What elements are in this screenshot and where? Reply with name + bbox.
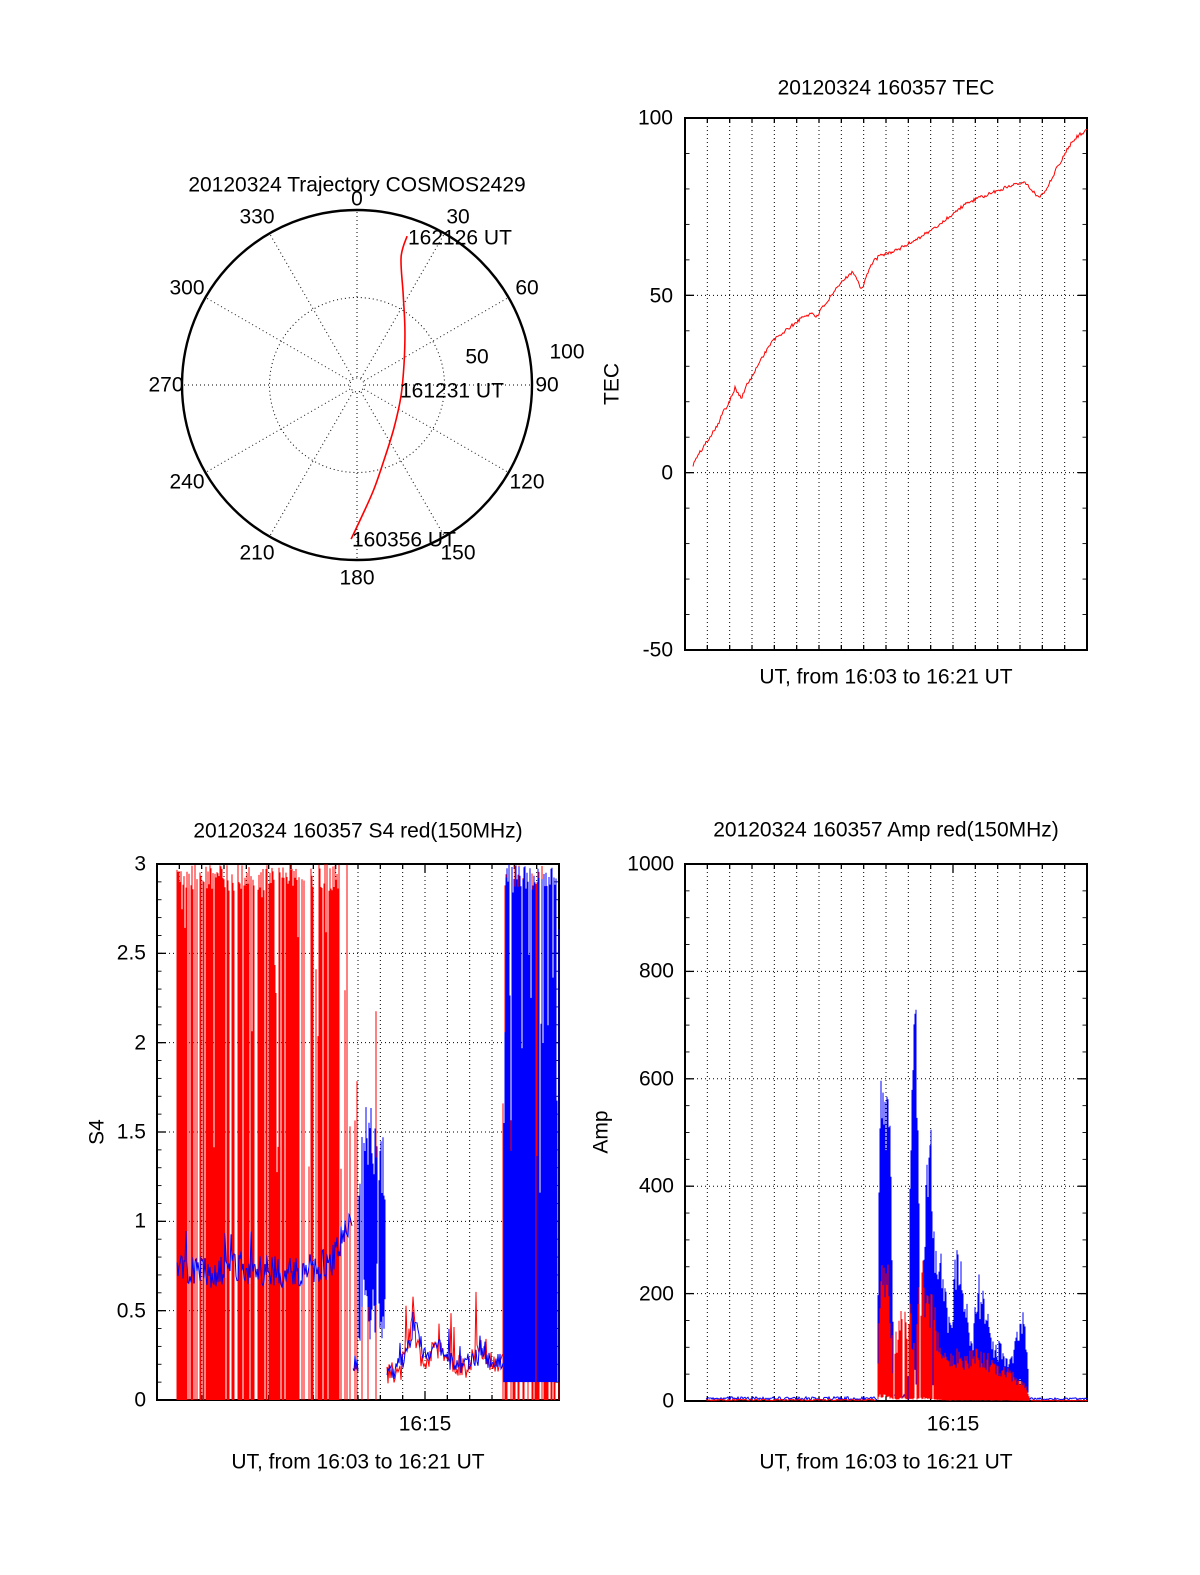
amp-ylabel: Amp — [589, 1110, 613, 1154]
amp-ytick-0: 0 — [662, 1389, 674, 1413]
trajectory-annotation-end: 162126 UT — [408, 226, 512, 250]
azimuth-tick-210: 210 — [239, 541, 275, 565]
azimuth-tick-0: 0 — [351, 187, 363, 211]
s4-title: 20120324 160357 S4 red(150MHz) — [193, 819, 523, 843]
azimuth-tick-60: 60 — [515, 276, 539, 300]
amp-ytick-200: 200 — [638, 1282, 674, 1306]
s4-ylabel: S4 — [85, 1119, 109, 1145]
s4-ytick-2: 2 — [134, 1031, 146, 1055]
s4-ytick-3: 3 — [134, 852, 146, 876]
tec-ytick-50: 50 — [649, 284, 673, 308]
azimuth-tick-180: 180 — [339, 566, 375, 590]
azimuth-tick-330: 330 — [239, 205, 275, 229]
trajectory-annotation-start: 160356 UT — [352, 528, 456, 552]
amp-ytick-600: 600 — [638, 1067, 674, 1091]
trajectory-title: 20120324 Trajectory COSMOS2429 — [188, 173, 526, 197]
amp-xlabel: UT, from 16:03 to 16:21 UT — [759, 1450, 1013, 1474]
azimuth-tick-270: 270 — [148, 373, 184, 397]
amp-title: 20120324 160357 Amp red(150MHz) — [713, 818, 1059, 842]
s4-xtick-1615: 16:15 — [398, 1412, 452, 1436]
trajectory-annotation-mid: 161231 UT — [400, 379, 504, 403]
azimuth-tick-120: 120 — [509, 470, 545, 494]
tec-ytick-m50: -50 — [642, 638, 673, 662]
tec-title: 20120324 160357 TEC — [777, 76, 995, 100]
azimuth-tick-240: 240 — [169, 470, 205, 494]
s4-ytick-1: 1 — [134, 1209, 146, 1233]
radial-tick-100: 100 — [549, 340, 585, 364]
s4-ytick-0: 0 — [134, 1388, 146, 1412]
s4-ytick-2_5: 2.5 — [116, 941, 146, 965]
tec-xlabel: UT, from 16:03 to 16:21 UT — [759, 665, 1013, 689]
s4-xlabel: UT, from 16:03 to 16:21 UT — [231, 1450, 485, 1474]
radial-tick-50: 50 — [465, 345, 489, 369]
s4-ytick-1_5: 1.5 — [116, 1120, 146, 1144]
azimuth-tick-90: 90 — [535, 373, 559, 397]
amp-xtick-1615: 16:15 — [926, 1412, 980, 1436]
s4-ytick-0_5: 0.5 — [116, 1299, 146, 1323]
azimuth-tick-30: 30 — [446, 205, 470, 229]
tec-ylabel: TEC — [600, 363, 624, 405]
azimuth-tick-150: 150 — [440, 541, 476, 565]
amp-ytick-1000: 1000 — [627, 852, 674, 876]
azimuth-tick-300: 300 — [169, 276, 205, 300]
tec-ytick-0: 0 — [661, 461, 673, 485]
tec-ytick-100: 100 — [637, 106, 673, 130]
amp-ytick-800: 800 — [638, 959, 674, 983]
amp-ytick-400: 400 — [638, 1174, 674, 1198]
